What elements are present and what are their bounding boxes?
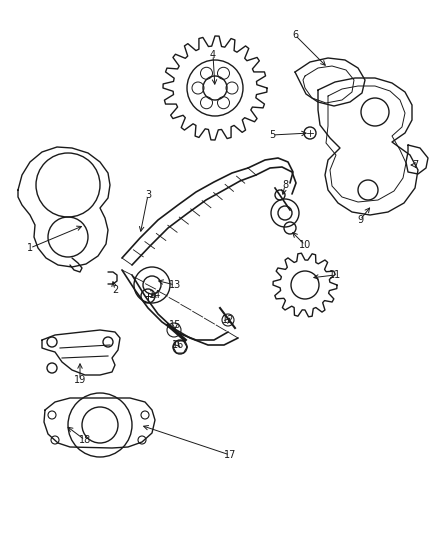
Text: 3: 3	[145, 190, 151, 200]
Text: 18: 18	[79, 435, 91, 445]
Text: 5: 5	[269, 130, 275, 140]
Text: 2: 2	[112, 285, 118, 295]
Text: 17: 17	[224, 450, 236, 460]
Text: 10: 10	[299, 240, 311, 250]
Text: 12: 12	[222, 315, 234, 325]
Text: 9: 9	[357, 215, 363, 225]
Text: 19: 19	[74, 375, 86, 385]
Text: 6: 6	[292, 30, 298, 40]
Text: 15: 15	[169, 320, 181, 330]
Text: 14: 14	[149, 290, 161, 300]
Text: 8: 8	[282, 180, 288, 190]
Text: 4: 4	[210, 50, 216, 60]
Text: 7: 7	[412, 160, 418, 170]
Text: 1: 1	[27, 243, 33, 253]
Text: 16: 16	[172, 340, 184, 350]
Text: 11: 11	[329, 270, 341, 280]
Text: 13: 13	[169, 280, 181, 290]
